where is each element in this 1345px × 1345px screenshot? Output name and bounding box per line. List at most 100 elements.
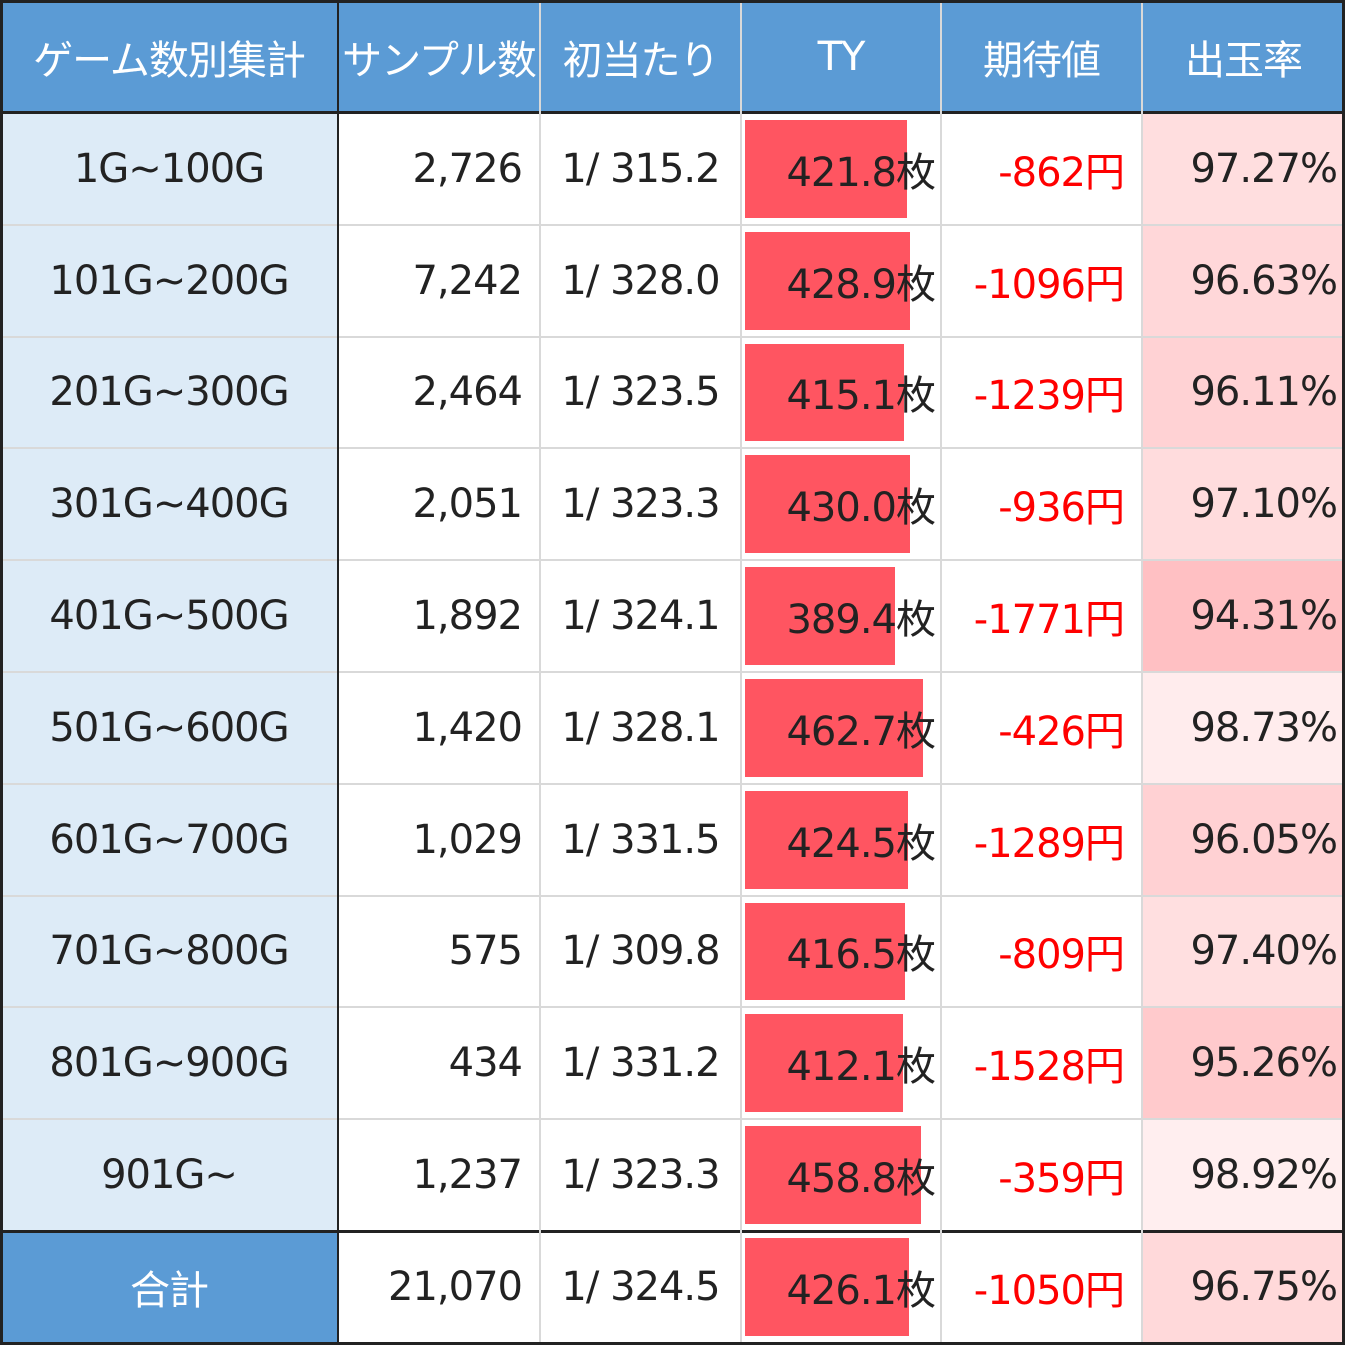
ty-value: 458.8枚 xyxy=(786,1156,936,1203)
row-label: 801G~900G xyxy=(0,1007,338,1120)
ty-cell: 458.8枚 xyxy=(741,1119,941,1231)
table-row: 601G~700G 1,029 1/ 331.5 424.5枚 -1289円 96.05% xyxy=(0,783,1345,896)
ty-bar xyxy=(745,120,907,218)
first-hit-rate: 1/ 331.5 xyxy=(540,783,741,896)
table-row: 301G~400G 2,051 1/ 323.3 430.0枚 -936円 97.10% xyxy=(0,448,1345,561)
header-cell-ev: 期待値 xyxy=(941,0,1142,113)
row-label: 1G~100G xyxy=(0,113,338,225)
table-row: 701G~800G 575 1/ 309.8 416.5枚 -809円 97.40% xyxy=(0,895,1345,1008)
expected-value: -359円 xyxy=(941,1119,1142,1231)
header-divider xyxy=(0,111,1345,114)
ty-cell: 389.4枚 xyxy=(741,560,941,672)
expected-value: -1289円 xyxy=(941,783,1142,896)
payout-rate: 97.40% xyxy=(1142,895,1345,1008)
payout-rate: 98.73% xyxy=(1142,672,1345,784)
ty-cell: 462.7枚 xyxy=(741,672,941,784)
table-row: 401G~500G 1,892 1/ 324.1 389.4枚 -1771円 94.31% xyxy=(0,560,1345,672)
row-divider xyxy=(0,1118,1345,1121)
header-cell-ty: TY xyxy=(741,0,941,113)
row-label: 901G~ xyxy=(0,1119,338,1231)
payout-rate: 98.92% xyxy=(1142,1119,1345,1231)
sample-count: 21,070 xyxy=(338,1231,540,1343)
first-hit-rate: 1/ 328.0 xyxy=(540,224,741,337)
table-row: 901G~ 1,237 1/ 323.3 458.8枚 -359円 98.92% xyxy=(0,1119,1345,1231)
row-label: 701G~800G xyxy=(0,895,338,1008)
row-divider xyxy=(0,782,1345,785)
ty-cell: 428.9枚 xyxy=(741,224,941,337)
ty-value: 389.4枚 xyxy=(786,597,936,644)
column-divider xyxy=(539,0,541,1345)
sample-count: 1,420 xyxy=(338,672,540,784)
column-divider xyxy=(1141,0,1143,1345)
payout-rate: 97.10% xyxy=(1142,448,1345,561)
ty-value: 421.8枚 xyxy=(786,149,936,196)
payout-rate: 95.26% xyxy=(1142,1007,1345,1120)
sample-count: 575 xyxy=(338,895,540,1008)
payout-rate: 97.27% xyxy=(1142,113,1345,225)
sample-count: 1,892 xyxy=(338,560,540,672)
expected-value: -1050円 xyxy=(941,1231,1142,1343)
table-row: 1G~100G 2,726 1/ 315.2 421.8枚 -862円 97.27% xyxy=(0,113,1345,225)
ty-cell: 412.1枚 xyxy=(741,1007,941,1120)
ty-bar xyxy=(745,790,908,889)
payout-rate: 96.75% xyxy=(1142,1231,1345,1343)
row-divider xyxy=(0,559,1345,562)
payout-rate: 94.31% xyxy=(1142,560,1345,672)
first-hit-rate: 1/ 331.2 xyxy=(540,1007,741,1120)
first-hit-rate: 1/ 328.1 xyxy=(540,672,741,784)
payout-rate: 96.63% xyxy=(1142,224,1345,337)
ty-bar xyxy=(745,679,923,777)
row-label: 501G~600G xyxy=(0,672,338,784)
header-cell-hit: 初当たり xyxy=(540,0,741,113)
first-hit-rate: 1/ 323.5 xyxy=(540,336,741,449)
payout-rate: 96.11% xyxy=(1142,336,1345,449)
ty-value: 424.5枚 xyxy=(786,820,936,867)
sample-count: 2,726 xyxy=(338,113,540,225)
table-row: 101G~200G 7,242 1/ 328.0 428.9枚 -1096円 96.63% xyxy=(0,224,1345,337)
table-row: 801G~900G 434 1/ 331.2 412.1枚 -1528円 95.26% xyxy=(0,1007,1345,1120)
sample-count: 2,051 xyxy=(338,448,540,561)
row-label: 301G~400G xyxy=(0,448,338,561)
ty-bar xyxy=(745,1126,921,1224)
expected-value: -426円 xyxy=(941,672,1142,784)
row-divider xyxy=(0,894,1345,897)
ty-cell: 424.5枚 xyxy=(741,783,941,896)
row-divider xyxy=(0,1230,1345,1233)
row-divider xyxy=(0,223,1345,226)
ty-value: 426.1枚 xyxy=(786,1267,936,1314)
ty-bar xyxy=(745,567,895,665)
payout-rate: 96.05% xyxy=(1142,783,1345,896)
first-hit-rate: 1/ 324.5 xyxy=(540,1231,741,1343)
ty-bar xyxy=(745,1014,903,1113)
table-row: 201G~300G 2,464 1/ 323.5 415.1枚 -1239円 96.11% xyxy=(0,336,1345,449)
row-label: 601G~700G xyxy=(0,783,338,896)
ty-bar xyxy=(745,231,910,330)
column-divider xyxy=(940,0,942,1345)
ty-value: 415.1枚 xyxy=(786,373,936,420)
sample-count: 1,029 xyxy=(338,783,540,896)
ty-value: 412.1枚 xyxy=(786,1044,936,1091)
ty-cell: 415.1枚 xyxy=(741,336,941,449)
row-divider xyxy=(0,1006,1345,1009)
row-divider xyxy=(0,447,1345,450)
ty-value: 416.5枚 xyxy=(786,932,936,979)
header-row: ゲーム数別集計 サンプル数 初当たり TY 期待値 出玉率 xyxy=(0,0,1345,113)
ty-bar xyxy=(745,1238,909,1336)
sample-count: 7,242 xyxy=(338,224,540,337)
header-cell-label: ゲーム数別集計 xyxy=(0,0,338,113)
expected-value: -1528円 xyxy=(941,1007,1142,1120)
ty-cell: 421.8枚 xyxy=(741,113,941,225)
expected-value: -1239円 xyxy=(941,336,1142,449)
expected-value: -862円 xyxy=(941,113,1142,225)
ty-bar xyxy=(745,343,904,442)
total-row: 合計 21,070 1/ 324.5 426.1枚 -1050円 96.75% xyxy=(0,1231,1345,1343)
column-divider xyxy=(740,0,742,1345)
table-row: 501G~600G 1,420 1/ 328.1 462.7枚 -426円 98.73% xyxy=(0,672,1345,784)
ty-value: 430.0枚 xyxy=(786,485,936,532)
expected-value: -1096円 xyxy=(941,224,1142,337)
header-cell-samples: サンプル数 xyxy=(338,0,540,113)
outer-border xyxy=(0,1342,1345,1345)
header-cell-rate: 出玉率 xyxy=(1142,0,1345,113)
first-hit-rate: 1/ 324.1 xyxy=(540,560,741,672)
